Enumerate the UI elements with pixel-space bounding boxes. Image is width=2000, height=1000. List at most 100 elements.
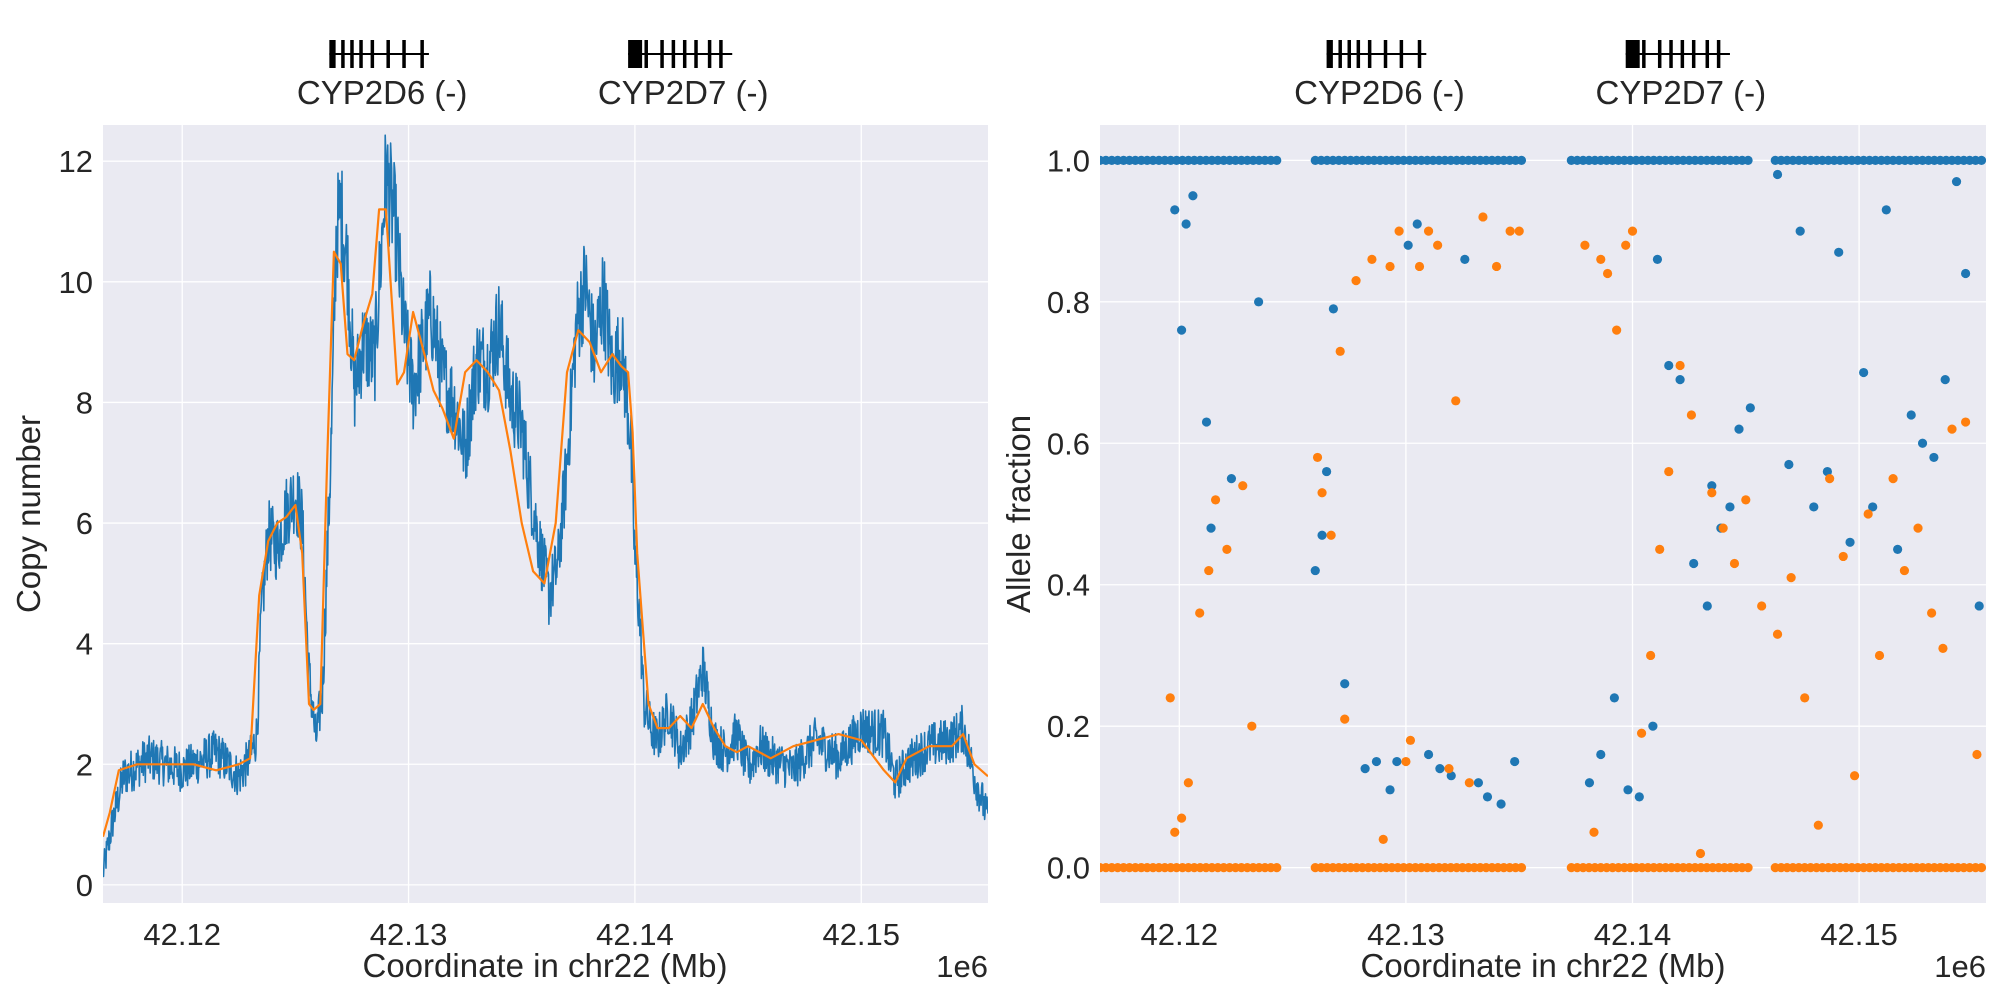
allele-fraction-point [1695, 848, 1706, 859]
allele-fraction-point [1464, 778, 1474, 788]
allele-fraction-point [1888, 474, 1898, 484]
allele-fraction-point [1822, 466, 1832, 477]
gene-exon [694, 40, 698, 68]
gene-exon [660, 40, 664, 68]
allele-fraction-point [1385, 785, 1395, 795]
allele-fraction-x-offset-label: 1e6 [1934, 949, 1986, 984]
allele-fraction-point [1589, 827, 1599, 837]
allele-fraction-point [1906, 410, 1916, 420]
allele-fraction-point [1403, 240, 1413, 250]
allele-fraction-x-axis-label: Coordinate in chr22 (Mb) [1361, 947, 1726, 984]
allele-fraction-point-top [1516, 155, 1527, 165]
allele-fraction-point [1170, 205, 1180, 215]
allele-fraction-point [1825, 474, 1835, 484]
allele-fraction-point [1602, 268, 1613, 279]
allele-fraction-point [1226, 474, 1237, 484]
allele-fraction-point [1947, 424, 1957, 434]
allele-fraction-y-ticks: 0.0 0.2 0.4 0.6 0.8 1.0 [1047, 143, 1090, 885]
copy-number-y-tick-label: 6 [76, 506, 93, 541]
allele-fraction-point [1473, 778, 1484, 788]
allele-fraction-point [1974, 601, 1984, 611]
gene-exon [332, 40, 336, 68]
allele-fraction-point [1165, 693, 1175, 703]
gene-exon [1705, 40, 1710, 68]
allele-fraction-point [1401, 756, 1411, 767]
allele-fraction-point [1809, 502, 1819, 512]
gene-label: CYP2D7 (-) [1596, 74, 1767, 111]
gene-exon [1669, 40, 1673, 68]
allele-fraction-point [1917, 438, 1928, 448]
allele-fraction-point [1195, 608, 1205, 618]
allele-fraction-point [1496, 799, 1506, 809]
allele-fraction-point [1414, 261, 1425, 272]
allele-fraction-point [1435, 764, 1445, 774]
gene-exon [644, 40, 648, 68]
allele-fraction-point [1664, 360, 1674, 371]
allele-fraction-point [1838, 551, 1848, 562]
allele-fraction-axes-background [1100, 125, 1986, 903]
copy-number-y-tick-label: 0 [76, 868, 93, 903]
copy-number-y-ticks: 0 2 4 6 8 10 12 [59, 144, 93, 903]
allele-fraction-point-top [1743, 155, 1753, 165]
allele-fraction-point [1412, 219, 1422, 229]
allele-fraction-gene-track: CYP2D6 (-) CYP2D7 (-) [1294, 40, 1766, 111]
allele-fraction-point [1725, 502, 1735, 512]
gene-exon [628, 40, 643, 68]
allele-fraction-point [1317, 488, 1327, 498]
copy-number-y-tick-label: 2 [76, 747, 93, 782]
allele-fraction-point [1961, 417, 1971, 427]
copy-number-y-tick-label: 10 [59, 265, 93, 300]
allele-fraction-point [1893, 544, 1903, 554]
allele-fraction-plot-area [1100, 155, 1986, 873]
allele-fraction-point [1757, 601, 1767, 611]
allele-fraction-x-tick-label: 42.13 [1367, 917, 1445, 952]
allele-fraction-point [1686, 410, 1697, 420]
allele-fraction-point [1433, 240, 1443, 250]
allele-fraction-y-tick-label: 0.4 [1047, 568, 1090, 603]
allele-fraction-point-bottom [1743, 863, 1753, 873]
allele-fraction-point [1702, 601, 1712, 611]
allele-fraction-point [1335, 346, 1345, 356]
allele-fraction-point [1176, 813, 1187, 823]
allele-fraction-point [1675, 375, 1685, 385]
gene-exon [1691, 40, 1696, 68]
allele-fraction-point [1664, 466, 1674, 477]
gene-exon [1399, 40, 1404, 68]
allele-fraction-point [1254, 297, 1264, 307]
allele-fraction-point [1646, 650, 1656, 661]
allele-fraction-point [1394, 226, 1404, 236]
allele-fraction-y-axis-label: Allele fraction [1000, 415, 1037, 613]
allele-fraction-point [1310, 565, 1320, 576]
allele-fraction-point [1328, 304, 1338, 314]
allele-fraction-point [1188, 191, 1198, 201]
gene-cyp2d7: CYP2D7 (-) [1596, 40, 1767, 111]
allele-fraction-point [1360, 764, 1370, 774]
allele-fraction-point-top [1272, 155, 1282, 165]
gene-exon [707, 40, 712, 68]
gene-exon [1356, 40, 1361, 68]
allele-fraction-point [1423, 749, 1434, 760]
allele-fraction-point [1729, 558, 1740, 569]
allele-fraction-point [1612, 325, 1622, 335]
copy-number-y-tick-label: 12 [59, 144, 93, 179]
allele-fraction-point [1940, 375, 1950, 385]
gene-exon [1625, 40, 1640, 68]
allele-fraction-point [1707, 481, 1717, 491]
allele-fraction-point [1772, 169, 1783, 180]
copy-number-plot-area [103, 134, 988, 878]
allele-fraction-point [1222, 544, 1232, 554]
allele-fraction-point [1621, 240, 1631, 250]
allele-fraction-point [1326, 530, 1336, 540]
allele-fraction-point [1834, 247, 1844, 257]
allele-fraction-point [1929, 452, 1939, 463]
copy-number-x-ticks: 42.12 42.13 42.14 42.15 [143, 917, 900, 952]
allele-fraction-point [1491, 261, 1502, 272]
allele-fraction-point [1183, 778, 1193, 788]
allele-fraction-point [1636, 728, 1647, 738]
allele-fraction-point [1580, 240, 1590, 250]
allele-fraction-point [1444, 764, 1454, 774]
allele-fraction-point [1859, 367, 1869, 378]
copy-number-x-tick-label: 42.13 [370, 917, 448, 952]
